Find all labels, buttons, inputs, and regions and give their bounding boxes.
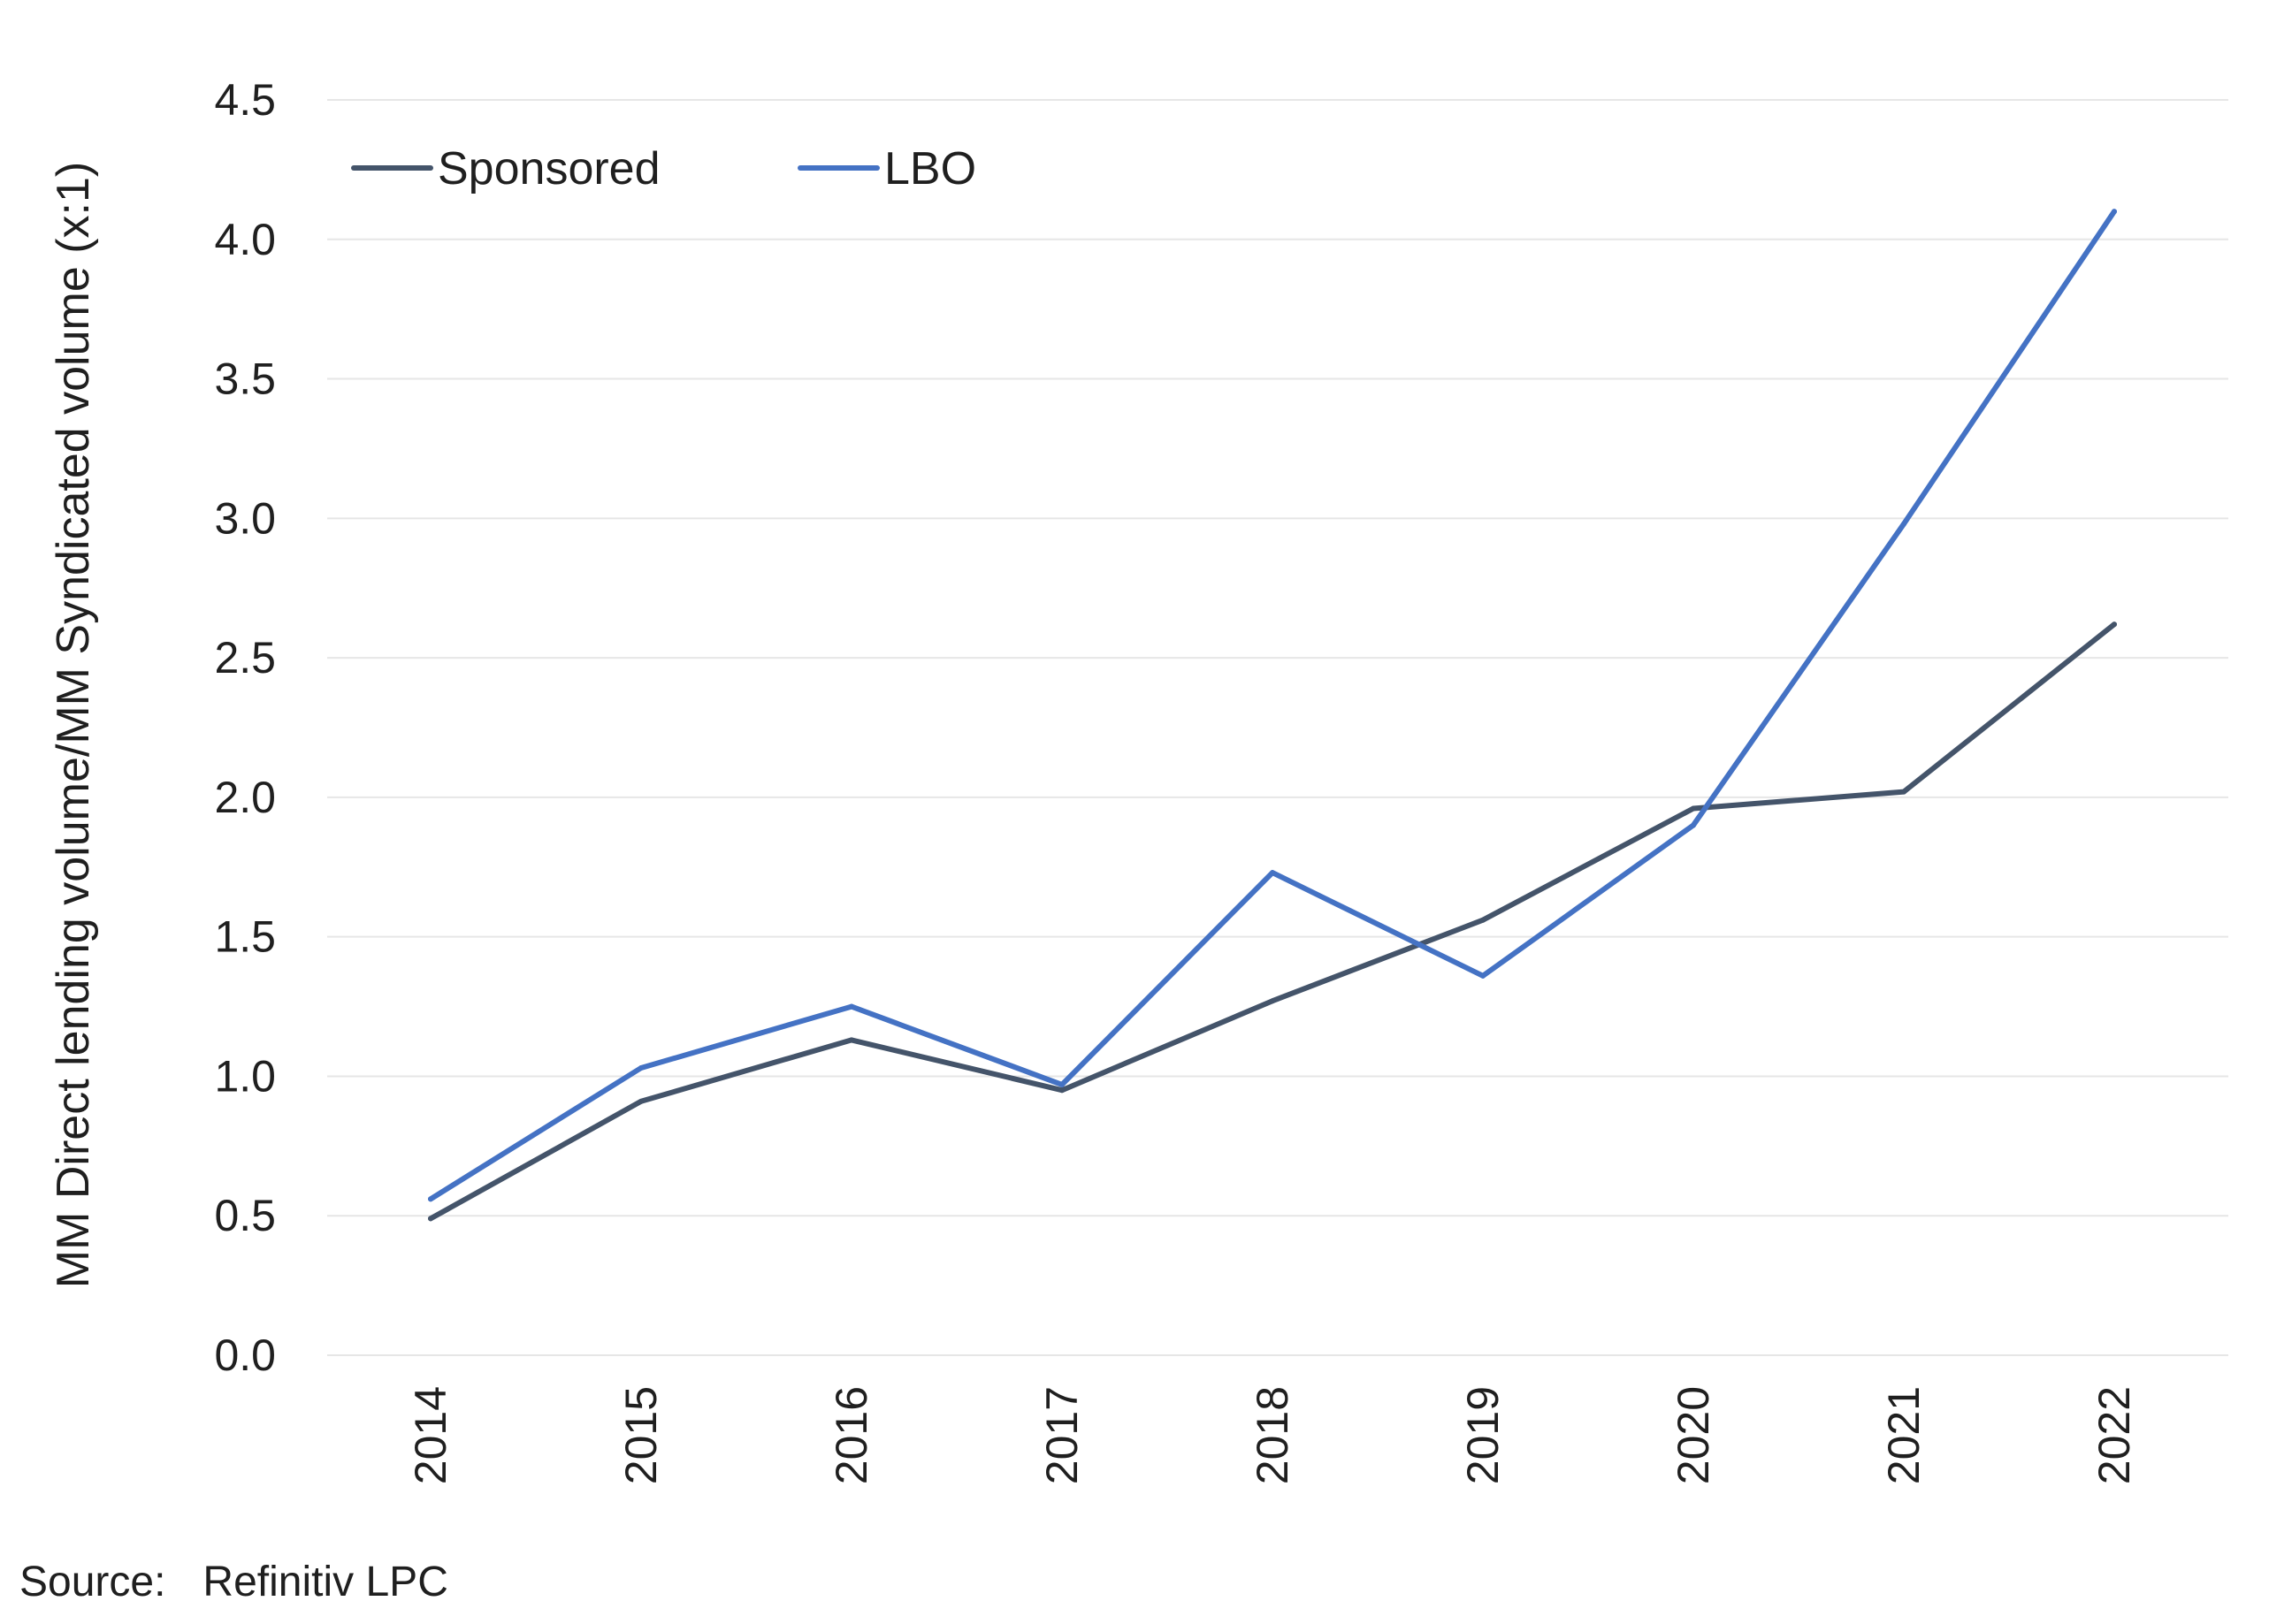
y-tick-label: 2.5	[214, 633, 276, 682]
x-axis-ticks: 2014 2015 2016 2017 2018 2019 2020 2021 2022	[406, 1386, 2139, 1484]
x-tick-label-2020: 2020	[1669, 1386, 1718, 1484]
source-label: Source:	[19, 1559, 166, 1605]
y-tick-label: 2.0	[214, 773, 276, 822]
x-tick-label-2019: 2019	[1458, 1386, 1508, 1484]
legend-label-lbo: LBO	[884, 143, 976, 194]
x-tick-label-2016: 2016	[827, 1386, 876, 1484]
data-point-sponsored-2020	[1691, 805, 1696, 812]
y-tick-label: 1.0	[214, 1051, 276, 1101]
legend-label-sponsored: Sponsored	[438, 143, 661, 194]
y-axis-ticks: 0.0 0.5 1.0 1.5 2.0 2.5 3.0 3.5 4.0 4.5	[214, 75, 276, 1380]
x-tick-label-2017: 2017	[1037, 1386, 1087, 1484]
data-point-sponsored-2014	[428, 1216, 433, 1222]
data-point-sponsored-2017	[1059, 1087, 1065, 1094]
y-tick-label: 4.0	[214, 215, 276, 264]
data-point-lbo-2016	[849, 1003, 854, 1010]
x-tick-label-2021: 2021	[1879, 1386, 1929, 1484]
x-tick-label-2014: 2014	[406, 1386, 455, 1484]
x-tick-label-2018: 2018	[1248, 1386, 1297, 1484]
data-point-sponsored-2022	[2112, 621, 2117, 628]
data-point-sponsored-2018	[1270, 998, 1275, 1004]
data-point-lbo-2017	[1059, 1081, 1065, 1087]
y-tick-label: 0.5	[214, 1191, 276, 1240]
grid-lines	[327, 99, 2228, 1356]
x-tick-label-2022: 2022	[2089, 1386, 2139, 1484]
series-lines	[428, 209, 2117, 1222]
y-tick-label: 1.5	[214, 912, 276, 962]
data-point-lbo-2018	[1270, 870, 1275, 876]
data-point-lbo-2021	[1901, 521, 1906, 527]
data-point-sponsored-2021	[1901, 789, 1906, 795]
source-note: Source: Refinitiv LPC	[19, 1558, 448, 1606]
data-point-lbo-2015	[638, 1064, 644, 1071]
y-tick-label: 0.0	[214, 1330, 276, 1380]
source-text: Refinitiv LPC	[202, 1559, 448, 1605]
data-point-lbo-2022	[2112, 209, 2117, 215]
y-tick-label: 3.5	[214, 355, 276, 404]
series-line-sponsored	[428, 621, 2117, 1222]
y-tick-label: 4.5	[214, 75, 276, 125]
data-point-lbo-2019	[1480, 972, 1486, 979]
y-axis-title: MM Direct lending volume/MM Syndicated v…	[48, 162, 99, 1288]
series-line-lbo	[428, 209, 2117, 1202]
legend: Sponsored LBO	[351, 143, 976, 194]
data-point-sponsored-2016	[849, 1037, 854, 1043]
data-point-sponsored-2015	[638, 1098, 644, 1104]
x-tick-label-2015: 2015	[616, 1386, 666, 1484]
data-point-lbo-2020	[1691, 822, 1696, 828]
data-point-lbo-2014	[428, 1196, 433, 1202]
y-tick-label: 3.0	[214, 493, 276, 543]
data-point-sponsored-2019	[1480, 917, 1486, 923]
